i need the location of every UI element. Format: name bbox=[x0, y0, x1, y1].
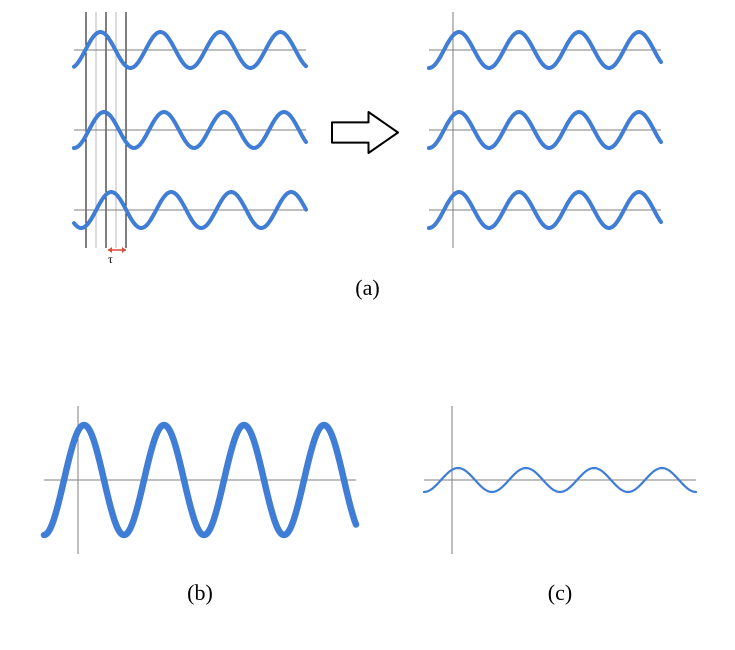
panel-a-label: (a) bbox=[0, 275, 735, 301]
figure: τ (a) (b) (c) bbox=[0, 0, 735, 650]
panel-c-label: (c) bbox=[420, 580, 700, 606]
tau-label: τ bbox=[108, 252, 113, 267]
panel-a: τ bbox=[70, 10, 665, 265]
panel-a-right-waveset bbox=[425, 10, 665, 250]
panel-a-left-waveset: τ bbox=[70, 10, 310, 250]
panel-c bbox=[420, 400, 700, 560]
arrow-icon bbox=[330, 110, 400, 155]
panel-b bbox=[40, 400, 360, 560]
panel-b-label: (b) bbox=[40, 580, 360, 606]
